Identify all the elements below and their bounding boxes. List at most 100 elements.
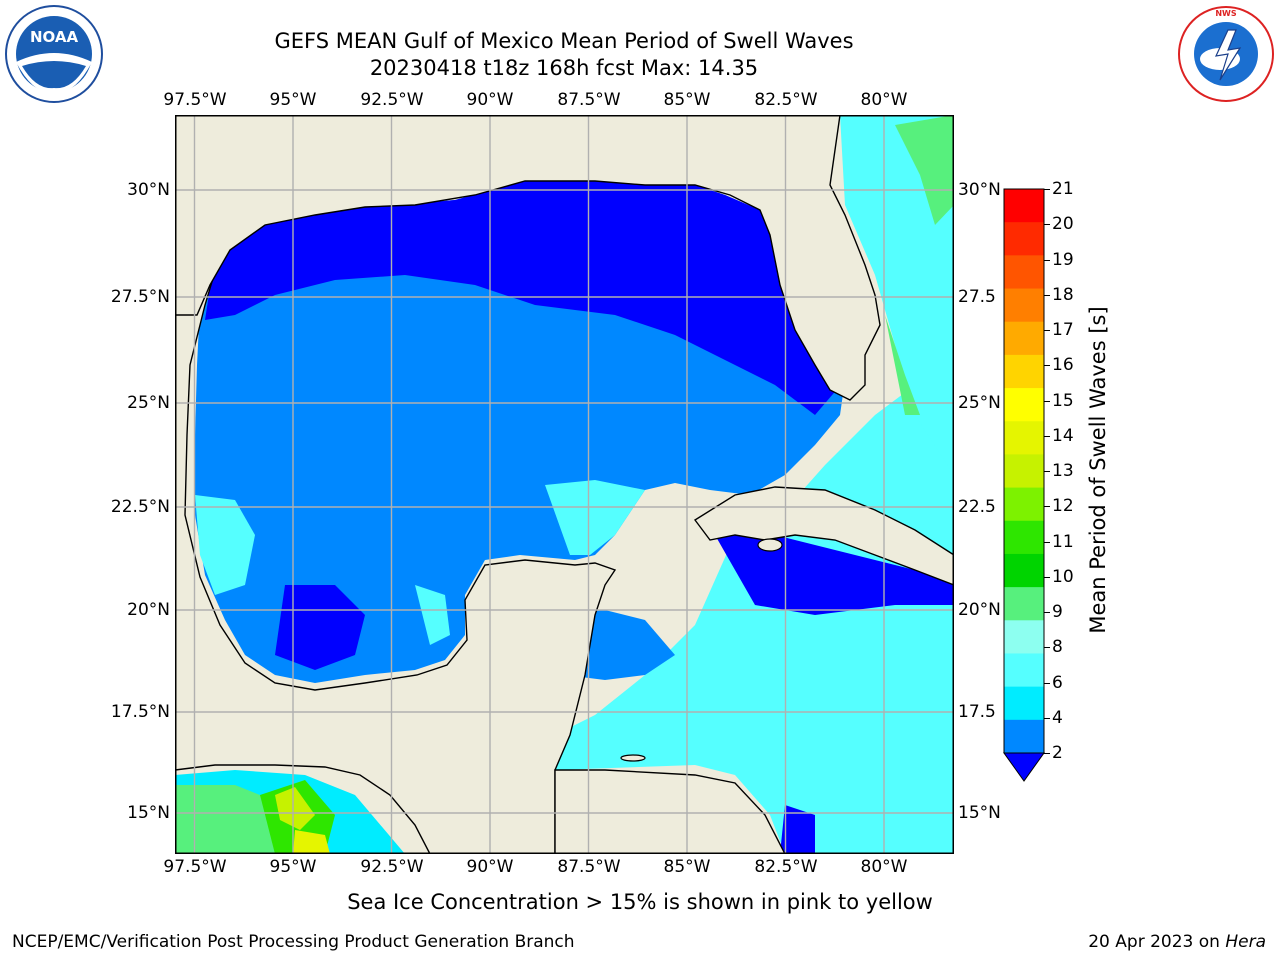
lat-tick-left: 30°N [127,180,170,200]
lat-tick-right: 30°N [958,180,1001,200]
land-cuba [693,486,954,586]
colorbar [1003,188,1045,782]
lon-tick-bottom: 85°W [663,857,711,877]
colorbar-tick-label: 8 [1052,637,1063,658]
colorbar-swatch [1004,454,1044,489]
colorbar-tick-mark [1044,612,1050,613]
lat-tick-right: 20°N [958,600,1001,620]
land-bay-islands [620,754,646,762]
colorbar-tick-label: 6 [1052,672,1063,693]
map-title: GEFS MEAN Gulf of Mexico Mean Period of … [274,29,854,53]
footer-date-text: 20 Apr 2023 on [1088,932,1220,952]
lon-tick-bottom: 95°W [269,857,317,877]
lat-tick-right: 25°N [958,393,1001,413]
lon-tick-bottom: 92.5°W [360,857,424,877]
colorbar-swatch [1004,354,1044,389]
colorbar-tick-mark [1044,224,1050,226]
lon-tick-top: 95°W [269,90,317,110]
map-subtitle: 20230418 t18z 168h fcst Max: 14.35 [369,56,759,80]
colorbar-tick-label: 16 [1052,355,1074,376]
colorbar-tick-label: 12 [1052,496,1074,517]
nws-logo: NWS [1178,6,1274,102]
lon-tick-bottom: 97.5°W [163,857,227,877]
colorbar-tick-mark [1044,717,1050,719]
colorbar-tick-label: 4 [1052,707,1063,728]
land-isle-of-youth [757,538,783,552]
swell-lt2-cuba-south [715,535,954,615]
colorbar-tick-mark [1044,400,1050,402]
colorbar-tick-label: 2 [1052,743,1063,763]
map-frame [175,115,954,854]
colorbar-tick-mark [1044,294,1050,296]
swell-12-13-pacific [275,787,315,830]
colorbar-swatch [1004,587,1044,621]
colorbar-swatch [1004,653,1044,688]
swell-lt2-campeche [275,585,365,670]
colorbar-swatch [1004,487,1044,522]
colorbar-tick-mark [1044,471,1050,472]
land-central-america-south [554,769,786,854]
map-panel [175,115,954,854]
lon-tick-bottom: 87.5°W [557,857,621,877]
atlantic-sea [840,115,954,475]
colorbar-tick-mark [1044,506,1050,508]
lat-tick-left: 27.5°N [110,287,170,307]
swell-13-14-pacific [293,830,330,854]
colorbar-swatch [1004,686,1044,721]
swell-9-10-east [895,115,954,225]
lat-tick-left: 25°N [127,393,170,413]
swell-lt2-south [780,805,815,854]
colorbar-tick-label: 9 [1052,602,1063,622]
colorbar-tick-mark [1044,189,1050,190]
colorbar-swatch [1004,719,1044,754]
colorbar-tick-mark [1044,647,1050,649]
colorbar-tick-mark [1044,435,1050,437]
footer-host: Hera [1225,932,1266,952]
graticule [175,115,954,854]
lon-tick-top: 87.5°W [557,90,621,110]
colorbar-tick-mark [1044,576,1050,578]
colorbar-swatch [1004,620,1044,654]
svg-text:NOAA: NOAA [30,28,79,46]
land-mexico [175,115,617,854]
footer-credit: NCEP/EMC/Verification Post Processing Pr… [12,932,575,952]
colorbar-tick-label: 13 [1052,461,1074,481]
colorbar-swatch [1004,553,1044,588]
colorbar-swatch [1004,255,1044,290]
lat-tick-left: 22.5°N [110,497,170,517]
colorbar-swatch [1004,288,1044,323]
lat-tick-right: 17.5 [958,702,996,722]
footer-date: 20 Apr 2023 on Hera [1088,932,1266,952]
colorbar-tick-label: 14 [1052,425,1074,446]
lat-tick-left: 20°N [127,600,170,620]
colorbar-tick-mark [1044,259,1050,261]
swell-9-10-straits [885,315,920,415]
colorbar-tick-mark [1044,365,1050,367]
colorbar-swatch [1004,321,1044,356]
noaa-logo: NOAA [5,5,103,103]
colorbar-tick-label: 17 [1052,320,1074,340]
lon-tick-top: 80°W [860,90,908,110]
lat-tick-right: 22.5 [958,497,996,517]
colorbar-tick-mark [1044,753,1050,754]
lat-tick-left: 15°N [127,803,170,823]
swell-4-6-yucatan-channel [545,480,645,555]
colorbar-tick-mark [1044,682,1050,684]
colorbar-swatch [1004,222,1044,256]
lon-tick-top: 82.5°W [754,90,818,110]
swell-lt2-north [205,181,845,415]
colorbar-label: Mean Period of Swell Waves [s] [1086,306,1110,634]
colorbar-tick-mark [1044,330,1050,331]
colorbar-tick-label: 15 [1052,390,1074,411]
colorbar-tick-label: 21 [1052,179,1074,199]
colorbar-tick-label: 19 [1052,249,1074,270]
lon-tick-top: 97.5°W [163,90,227,110]
lon-tick-bottom: 82.5°W [754,857,818,877]
lon-tick-bottom: 90°W [466,857,514,877]
colorbar-tick-label: 10 [1052,566,1074,587]
lon-tick-top: 92.5°W [360,90,424,110]
lon-tick-top: 90°W [466,90,514,110]
lon-tick-top: 85°W [663,90,711,110]
swell-4-6-west [195,495,255,595]
sea-ice-note: Sea Ice Concentration > 15% is shown in … [347,890,933,914]
